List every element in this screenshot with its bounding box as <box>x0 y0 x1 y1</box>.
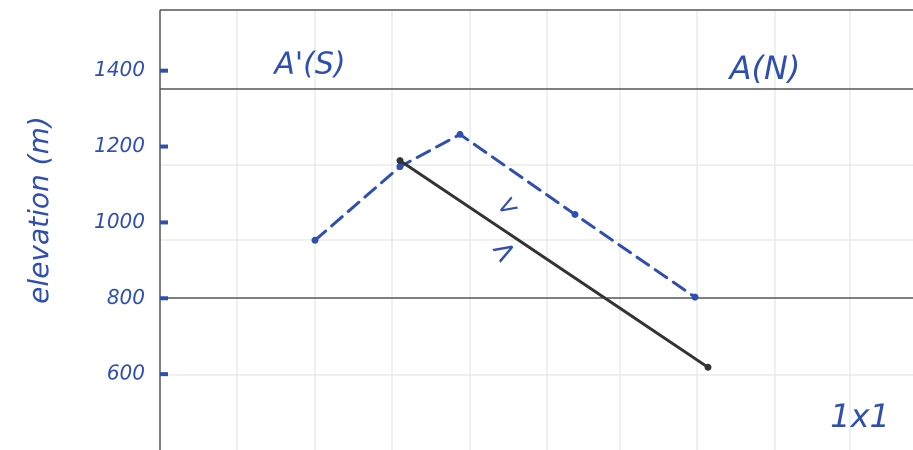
series-line <box>400 161 708 368</box>
annotation: A(N) <box>728 49 801 87</box>
annotation: A'(S) <box>272 47 345 82</box>
y-axis-label: elevation (m) <box>22 116 55 304</box>
annotation: > <box>485 230 524 273</box>
point <box>312 237 319 244</box>
point <box>397 163 404 170</box>
point <box>397 157 404 164</box>
point <box>572 211 579 218</box>
annotation: < <box>491 188 525 225</box>
point <box>692 294 699 301</box>
y-tick-label: 600 <box>107 361 145 385</box>
point <box>705 364 712 371</box>
chart: elevation (m) 600 800 1000 1200 1400 A'(S) A(N… <box>0 0 913 450</box>
y-tick-label: 1200 <box>94 133 145 157</box>
point <box>457 131 464 138</box>
y-tick-label: 1400 <box>94 57 145 81</box>
y-tick-label: 1000 <box>94 209 145 233</box>
annotation: 1x1 <box>830 397 890 435</box>
y-tick-label: 800 <box>107 285 145 309</box>
